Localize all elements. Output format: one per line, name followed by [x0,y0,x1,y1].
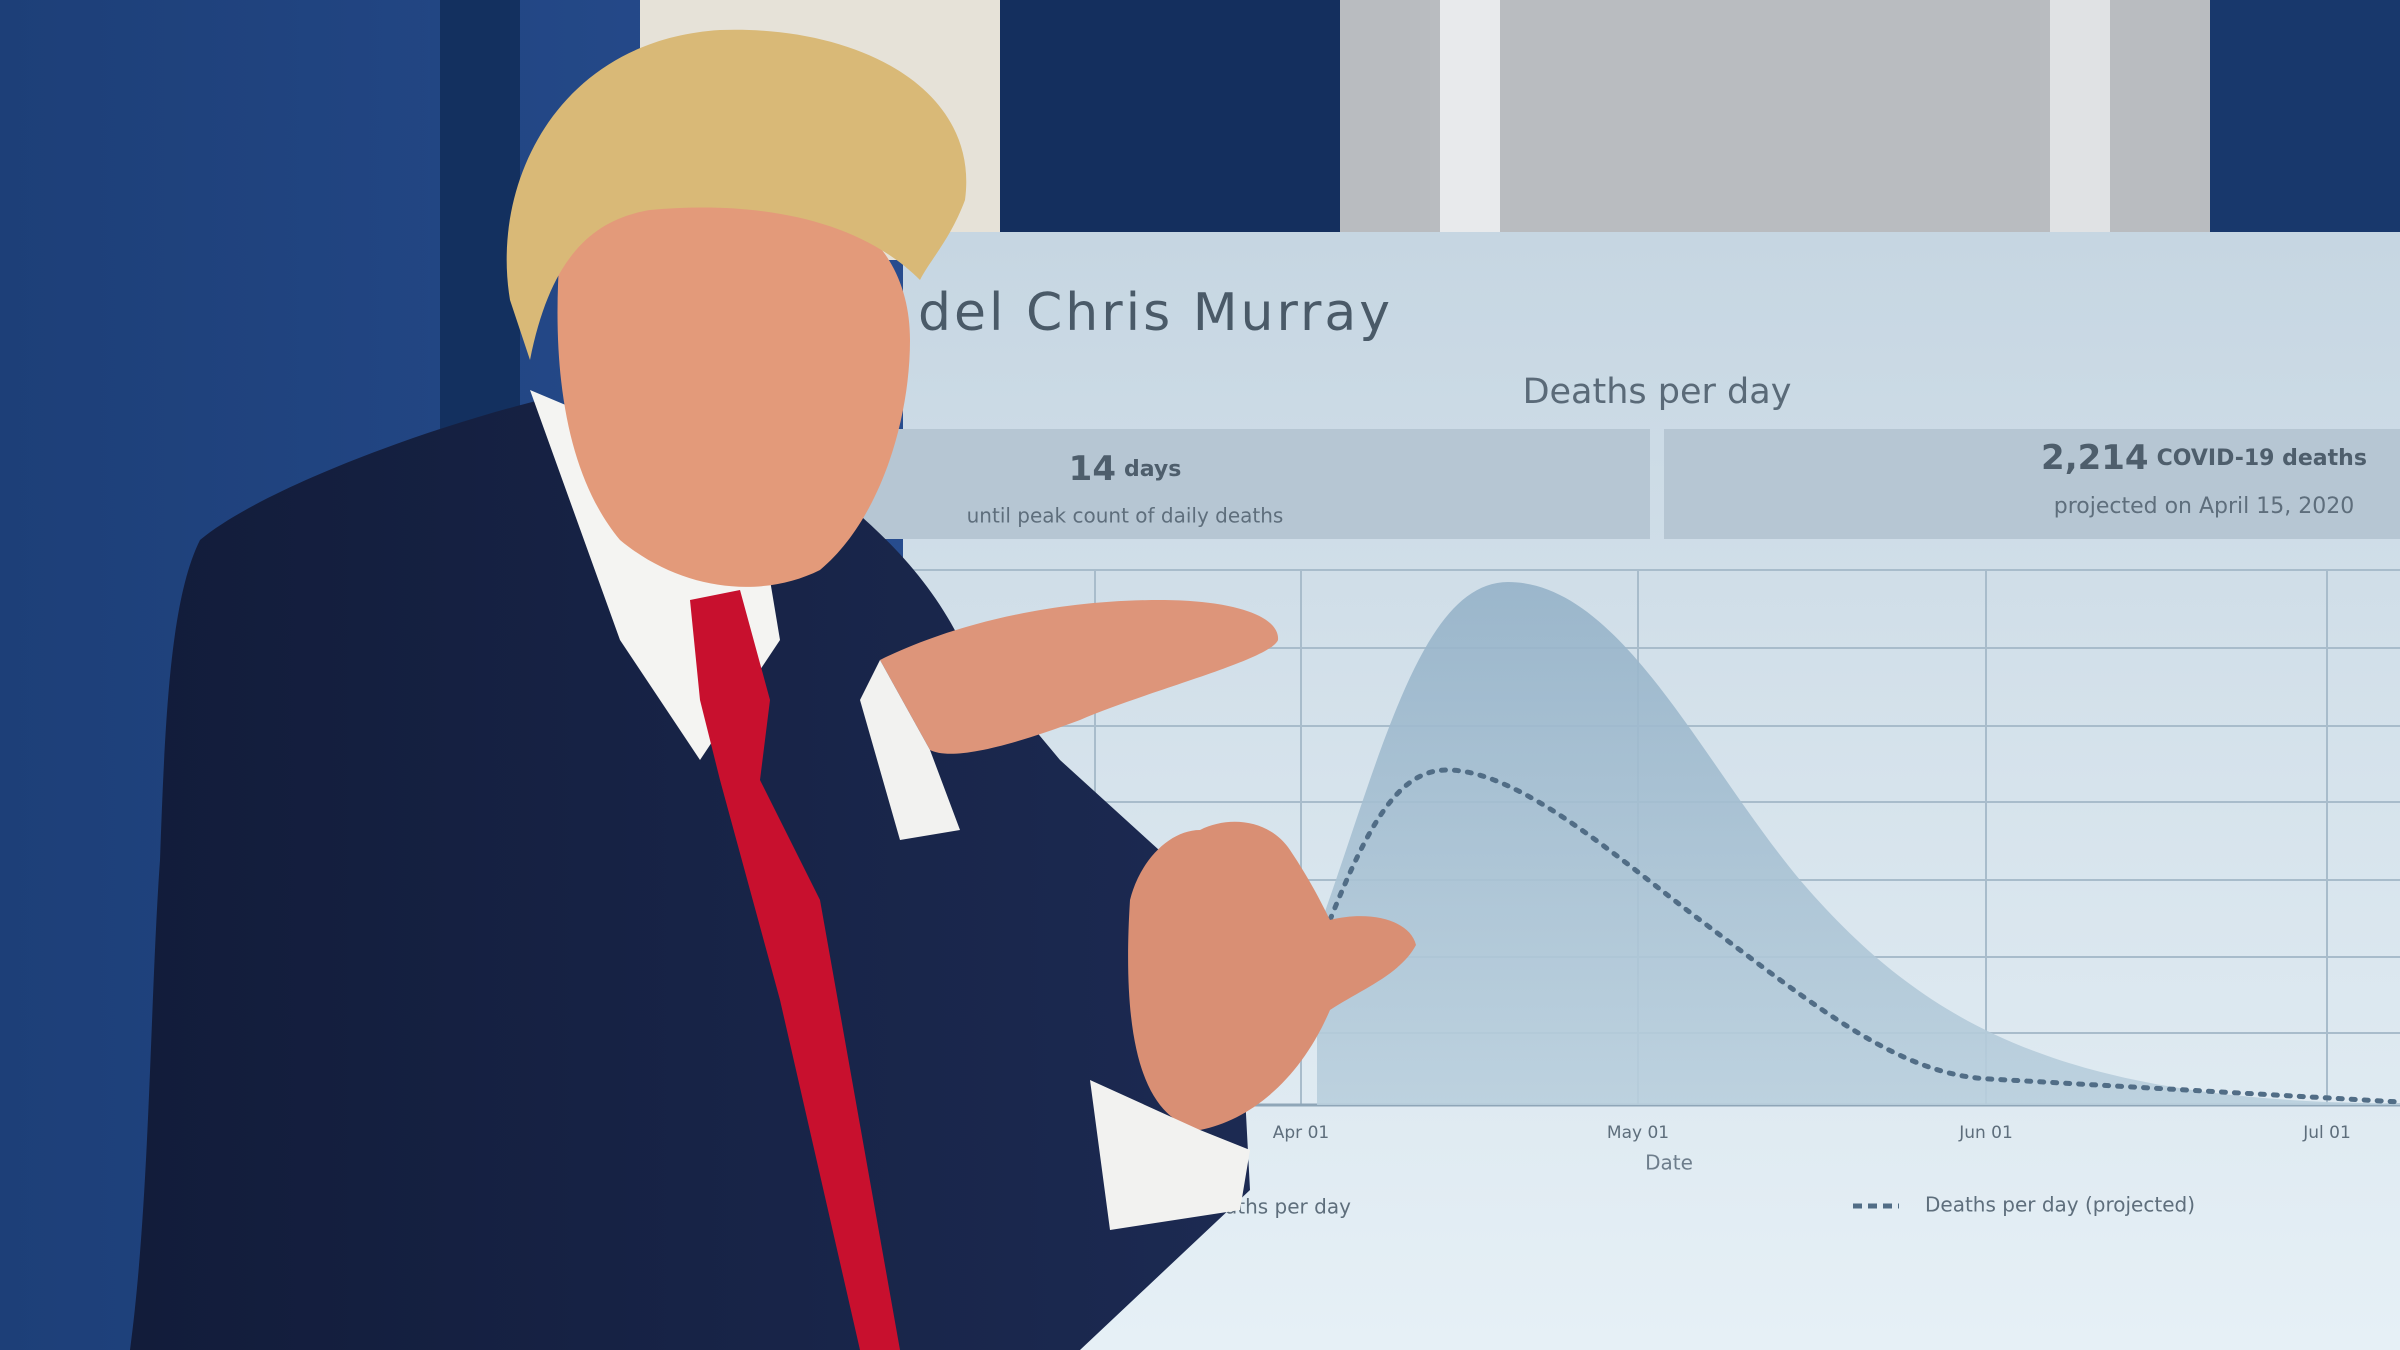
projected-line [1327,767,2400,1105]
stat-value: 2,214 COVID-19 deaths [2041,438,2367,478]
stat-number: 2,214 [2041,438,2149,478]
pillar [2050,0,2110,240]
x-label: Jun 01 [1958,1123,2013,1143]
x-labels: Apr 01 May 01 Jun 01 Jul 01 [1273,1123,2351,1143]
x-label: May 01 [1607,1123,1669,1143]
curtain-dark [2210,0,2400,240]
stat-box [857,429,1650,539]
stat-unit: COVID-19 deaths [2157,446,2367,471]
upper-hand [880,600,1279,754]
x-axis-title: Date [1645,1151,1693,1175]
hair [506,29,967,361]
stat-caption: until peak count of daily deaths [967,504,1284,528]
legend-entry: Deaths per day (projected) [1925,1193,2195,1217]
chart-heading: Deaths per day [1523,372,1792,412]
tie [690,590,900,1350]
face [557,187,910,587]
stat-number: 14 [1069,449,1116,489]
person [130,29,1416,1350]
stat-box [1664,429,2400,539]
pillar [1440,0,1500,240]
uncertainty-band [1317,582,2400,1105]
curtain-dark [1000,0,1340,240]
stat-unit: days [1124,457,1181,482]
screen-title: del Chris Murray [918,283,1393,343]
cuff [860,660,960,840]
cuff [1090,1080,1250,1230]
lower-hand [1128,821,1416,1130]
legend-entry: aths per day [1225,1195,1351,1219]
suit [130,400,1250,1350]
stat-caption: projected on April 15, 2020 [2054,494,2355,519]
stat-value: 14 days [1069,449,1182,489]
x-label: Apr 01 [1273,1123,1329,1143]
x-label: Jul 01 [2302,1123,2351,1143]
